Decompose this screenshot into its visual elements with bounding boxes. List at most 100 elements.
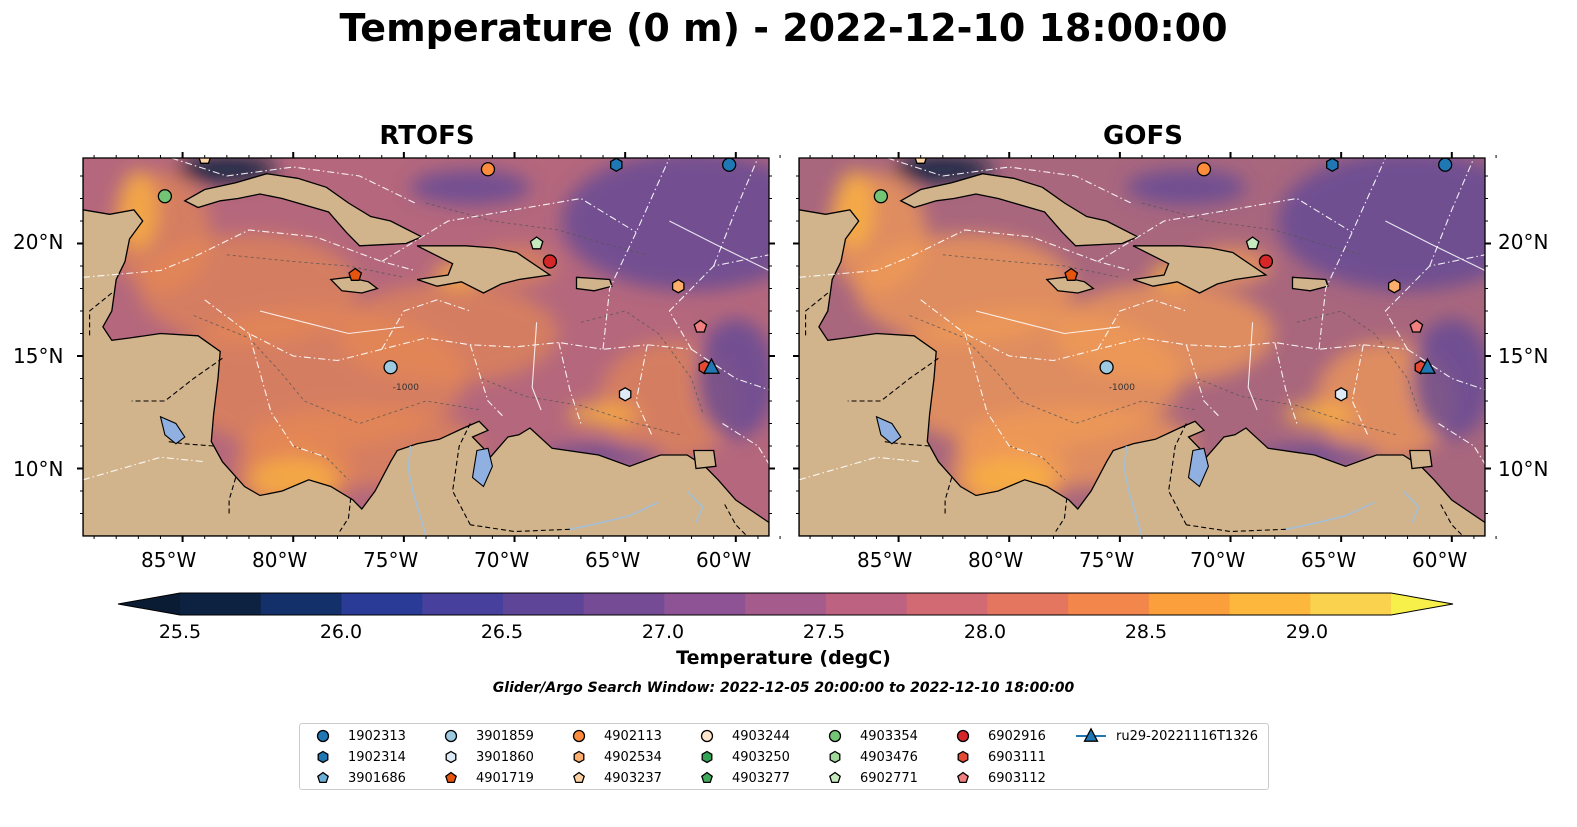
legend-item: 3901686 [306, 768, 406, 788]
land-mass [83, 158, 769, 536]
colorbar-extend-min [118, 593, 180, 615]
panel-title-gofs: GOFS [1103, 121, 1183, 151]
legend-marker-icon [957, 750, 969, 764]
country-border [805, 292, 829, 336]
legend-item: 1902313 [306, 726, 406, 746]
land-mass [1291, 276, 1329, 292]
bathymetry-contour [580, 310, 704, 413]
colorbar-bin [664, 593, 746, 615]
lon-label: 85°W [857, 548, 913, 572]
legend-item: 6903112 [946, 768, 1046, 788]
colorbar-bin [583, 593, 665, 615]
colorbar-outline [117, 592, 1454, 616]
legend-label: 6903111 [988, 749, 1046, 765]
legend-marker [445, 750, 457, 764]
country-border [1186, 524, 1286, 533]
legend-marker [1083, 727, 1099, 742]
legend-item: 6903111 [946, 747, 1046, 767]
colorbar-tick-label: 28.0 [963, 621, 1007, 643]
eez-boundary [248, 333, 327, 458]
lon-label: 85°W [141, 548, 197, 572]
lon-label: 75°W [1079, 548, 1135, 572]
colorbar-tick-label: 29.0 [1285, 621, 1329, 643]
legend-item: 1902314 [306, 747, 406, 767]
legend-label: 6902771 [860, 770, 918, 786]
legend-item: 3901860 [434, 747, 534, 767]
colorbar-bin [1229, 593, 1311, 615]
bathymetry-contour [942, 254, 1120, 278]
legend-label: 1902313 [348, 728, 406, 744]
legend-label: 4903476 [860, 749, 918, 765]
eez-boundary [1351, 344, 1369, 436]
country-border [470, 524, 570, 533]
land-mass [899, 173, 1140, 247]
eez-boundary [1385, 220, 1485, 271]
legend-marker [957, 750, 969, 764]
float-marker-6902771 [1245, 236, 1260, 250]
legend-marker [317, 771, 329, 784]
colorbar-tick-label: 25.5 [158, 621, 202, 643]
colorbar-bin [341, 593, 423, 615]
country-border [228, 477, 237, 514]
legend-marker [573, 750, 585, 764]
lon-label: 70°W [474, 548, 530, 572]
legend-item: 4903250 [690, 747, 790, 767]
colorbar-tick-label: 26.0 [319, 621, 363, 643]
legend-item: 4901719 [434, 768, 534, 788]
float-marker-3901860 [1334, 387, 1348, 402]
eez-boundary [635, 344, 653, 436]
legend-item: 4903354 [818, 726, 918, 746]
float-legend: 1902313 1902314 3901686 3901859 3901860 49017… [299, 723, 1269, 790]
river [1285, 501, 1375, 531]
country-border [1440, 504, 1464, 536]
eez-boundary [1097, 197, 1353, 262]
country-border [883, 440, 930, 447]
eez-boundary [469, 344, 504, 418]
eez-boundary [1407, 348, 1485, 391]
legend-marker-icon [956, 729, 970, 743]
colorbar-bin [1148, 593, 1231, 615]
float-marker-1902313 [722, 158, 737, 172]
country-border [1055, 497, 1068, 532]
float-marker-4901719 [348, 267, 363, 281]
float-marker-6902916 [1258, 254, 1274, 269]
land-mass [183, 173, 424, 247]
colorbar-bin [422, 593, 504, 615]
colorbar-bin [180, 593, 262, 615]
legend-label: ru29-20221116T1326 [1116, 728, 1259, 744]
legend-marker [701, 771, 713, 784]
river [1123, 445, 1143, 536]
colorbar-bin [745, 593, 827, 615]
float-marker-1902314 [1326, 158, 1339, 173]
colorbar-bin [906, 593, 988, 615]
lat-label: 15°N [13, 344, 64, 368]
legend-marker-icon [828, 729, 842, 743]
float-marker-6902916 [542, 254, 558, 269]
colorbar-tick-label: 27.0 [641, 621, 685, 643]
legend-item: 6902916 [946, 726, 1046, 746]
float-marker-4902534 [1387, 278, 1401, 294]
legend-label: 4902113 [604, 728, 662, 744]
legend-marker [572, 729, 586, 743]
float-marker-1902313 [1438, 158, 1453, 172]
float-marker-4902113 [1196, 162, 1212, 177]
legend-marker [316, 729, 330, 743]
legend-marker-icon [700, 729, 714, 743]
colorbar-bin [502, 593, 585, 615]
colorbar-title: Temperature (degC) [676, 647, 891, 669]
country-border [89, 292, 113, 336]
legend-marker [956, 729, 970, 743]
legend-marker-icon [572, 729, 586, 743]
land-mass [693, 449, 717, 470]
panel-title-rtofs: RTOFS [379, 121, 475, 151]
eez-boundary [381, 197, 637, 262]
float-marker-ru29-20221116T1326 [702, 357, 721, 374]
float-marker-3901686 [774, 235, 786, 247]
lon-label: 60°W [1412, 548, 1468, 572]
colorbar-tick-label: 26.5 [480, 621, 524, 643]
legend-marker-icon [317, 750, 329, 764]
lon-label: 65°W [1301, 548, 1357, 572]
lake [471, 447, 493, 488]
float-marker-ru29-20221116T1326 [1418, 357, 1437, 374]
legend-label: 6903112 [988, 770, 1046, 786]
